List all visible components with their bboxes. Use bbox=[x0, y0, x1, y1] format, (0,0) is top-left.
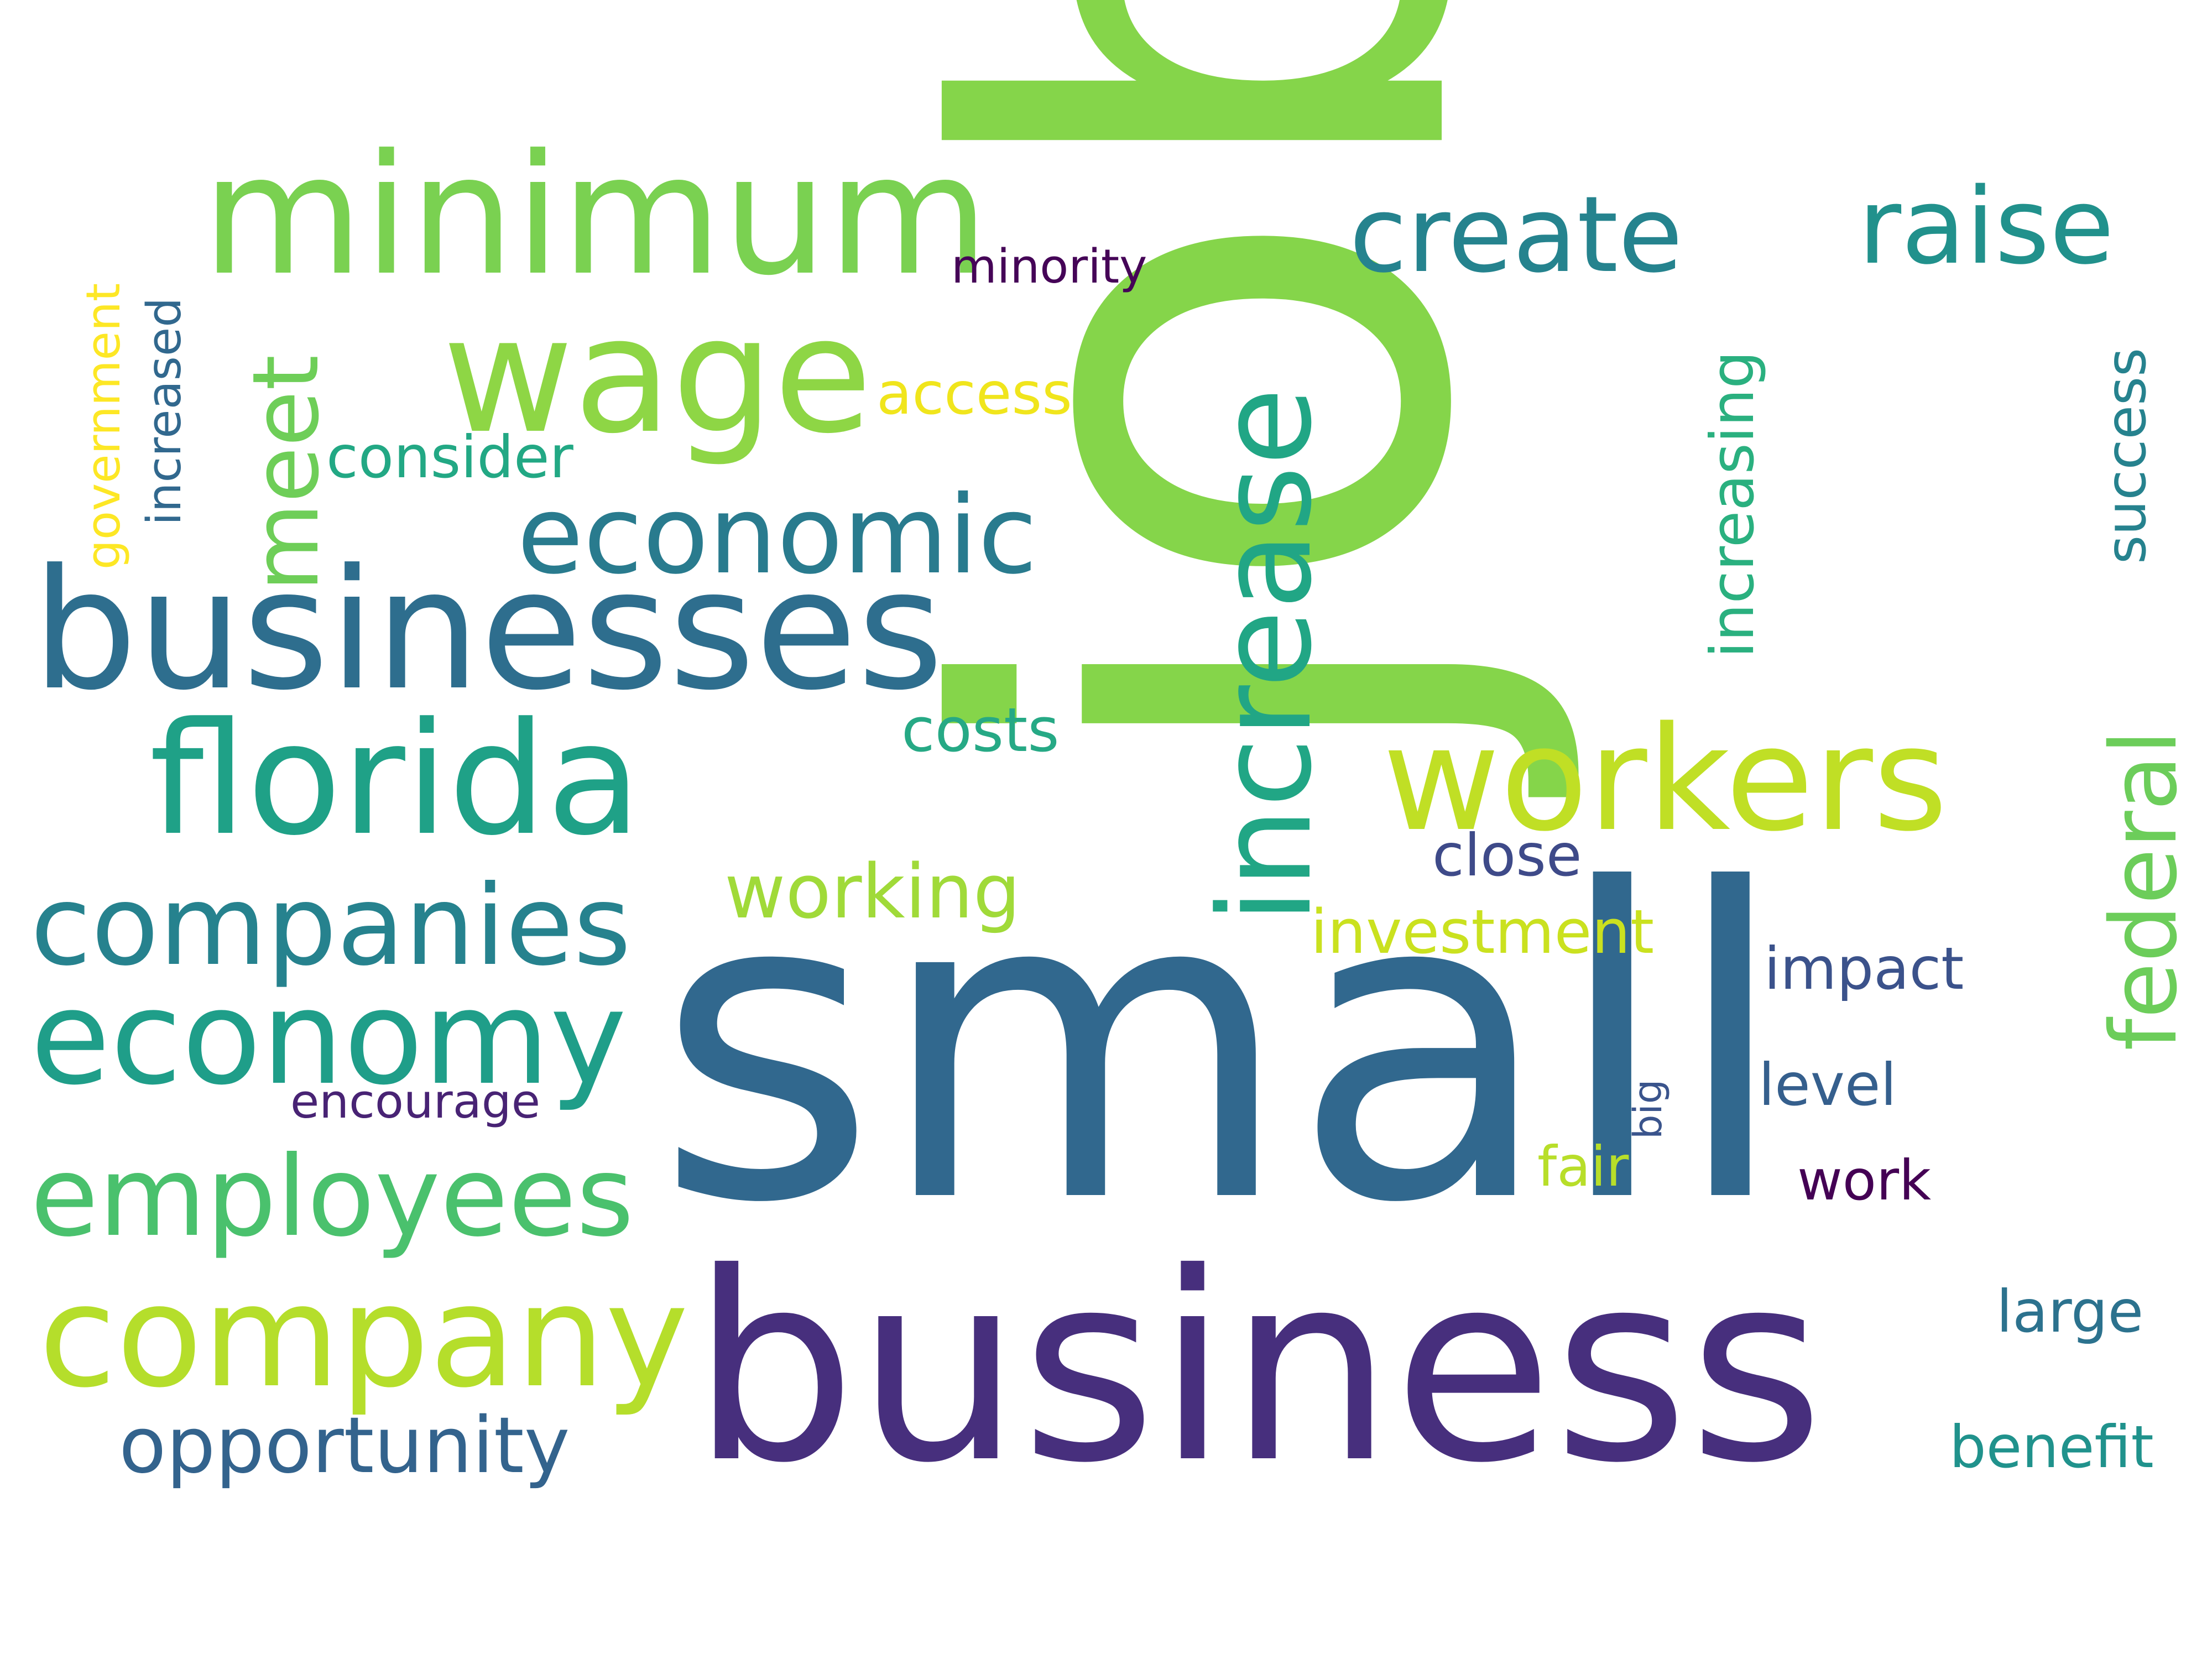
word-big: big bbox=[1625, 1079, 1671, 1139]
word-small: small bbox=[655, 800, 1790, 1296]
word-increasing: increasing bbox=[1698, 351, 1767, 658]
word-work: work bbox=[1797, 1148, 1931, 1213]
word-meet: meet bbox=[233, 354, 339, 592]
word-investment: investment bbox=[1311, 896, 1655, 967]
word-employees: employees bbox=[30, 1133, 634, 1261]
word-working: working bbox=[724, 848, 1021, 935]
word-benefit: benefit bbox=[1949, 1413, 2154, 1481]
word-minority: minority bbox=[951, 239, 1147, 294]
word-minimum: minimum bbox=[202, 119, 989, 312]
word-increased: increased bbox=[137, 297, 192, 525]
word-impact: impact bbox=[1764, 935, 1964, 1003]
word-encourage: encourage bbox=[290, 1074, 541, 1129]
word-fair: fair bbox=[1537, 1134, 1629, 1199]
word-economic: economic bbox=[517, 472, 1037, 598]
word-businesses: businesses bbox=[32, 534, 944, 727]
word-success: success bbox=[2094, 347, 2158, 564]
word-costs: costs bbox=[901, 695, 1060, 765]
word-economy: economy bbox=[30, 963, 627, 1114]
word-florida: florida bbox=[149, 690, 641, 870]
word-government: government bbox=[76, 283, 131, 570]
word-business: business bbox=[691, 1217, 1824, 1520]
word-federal: federal bbox=[2091, 729, 2197, 1051]
word-company: company bbox=[39, 1255, 689, 1419]
word-large: large bbox=[1996, 1278, 2144, 1345]
word-create: create bbox=[1349, 174, 1683, 296]
word-access: access bbox=[877, 360, 1072, 427]
word-wage: wage bbox=[442, 283, 873, 469]
word-increase: increase bbox=[1192, 387, 1340, 924]
word-companies: companies bbox=[30, 862, 632, 990]
word-consider: consider bbox=[326, 424, 573, 491]
word-opportunity: opportunity bbox=[119, 1401, 570, 1491]
word-workers: workers bbox=[1383, 696, 1948, 863]
word-raise: raise bbox=[1858, 165, 2115, 288]
word-level: level bbox=[1759, 1051, 1897, 1119]
word-close: close bbox=[1432, 822, 1582, 889]
